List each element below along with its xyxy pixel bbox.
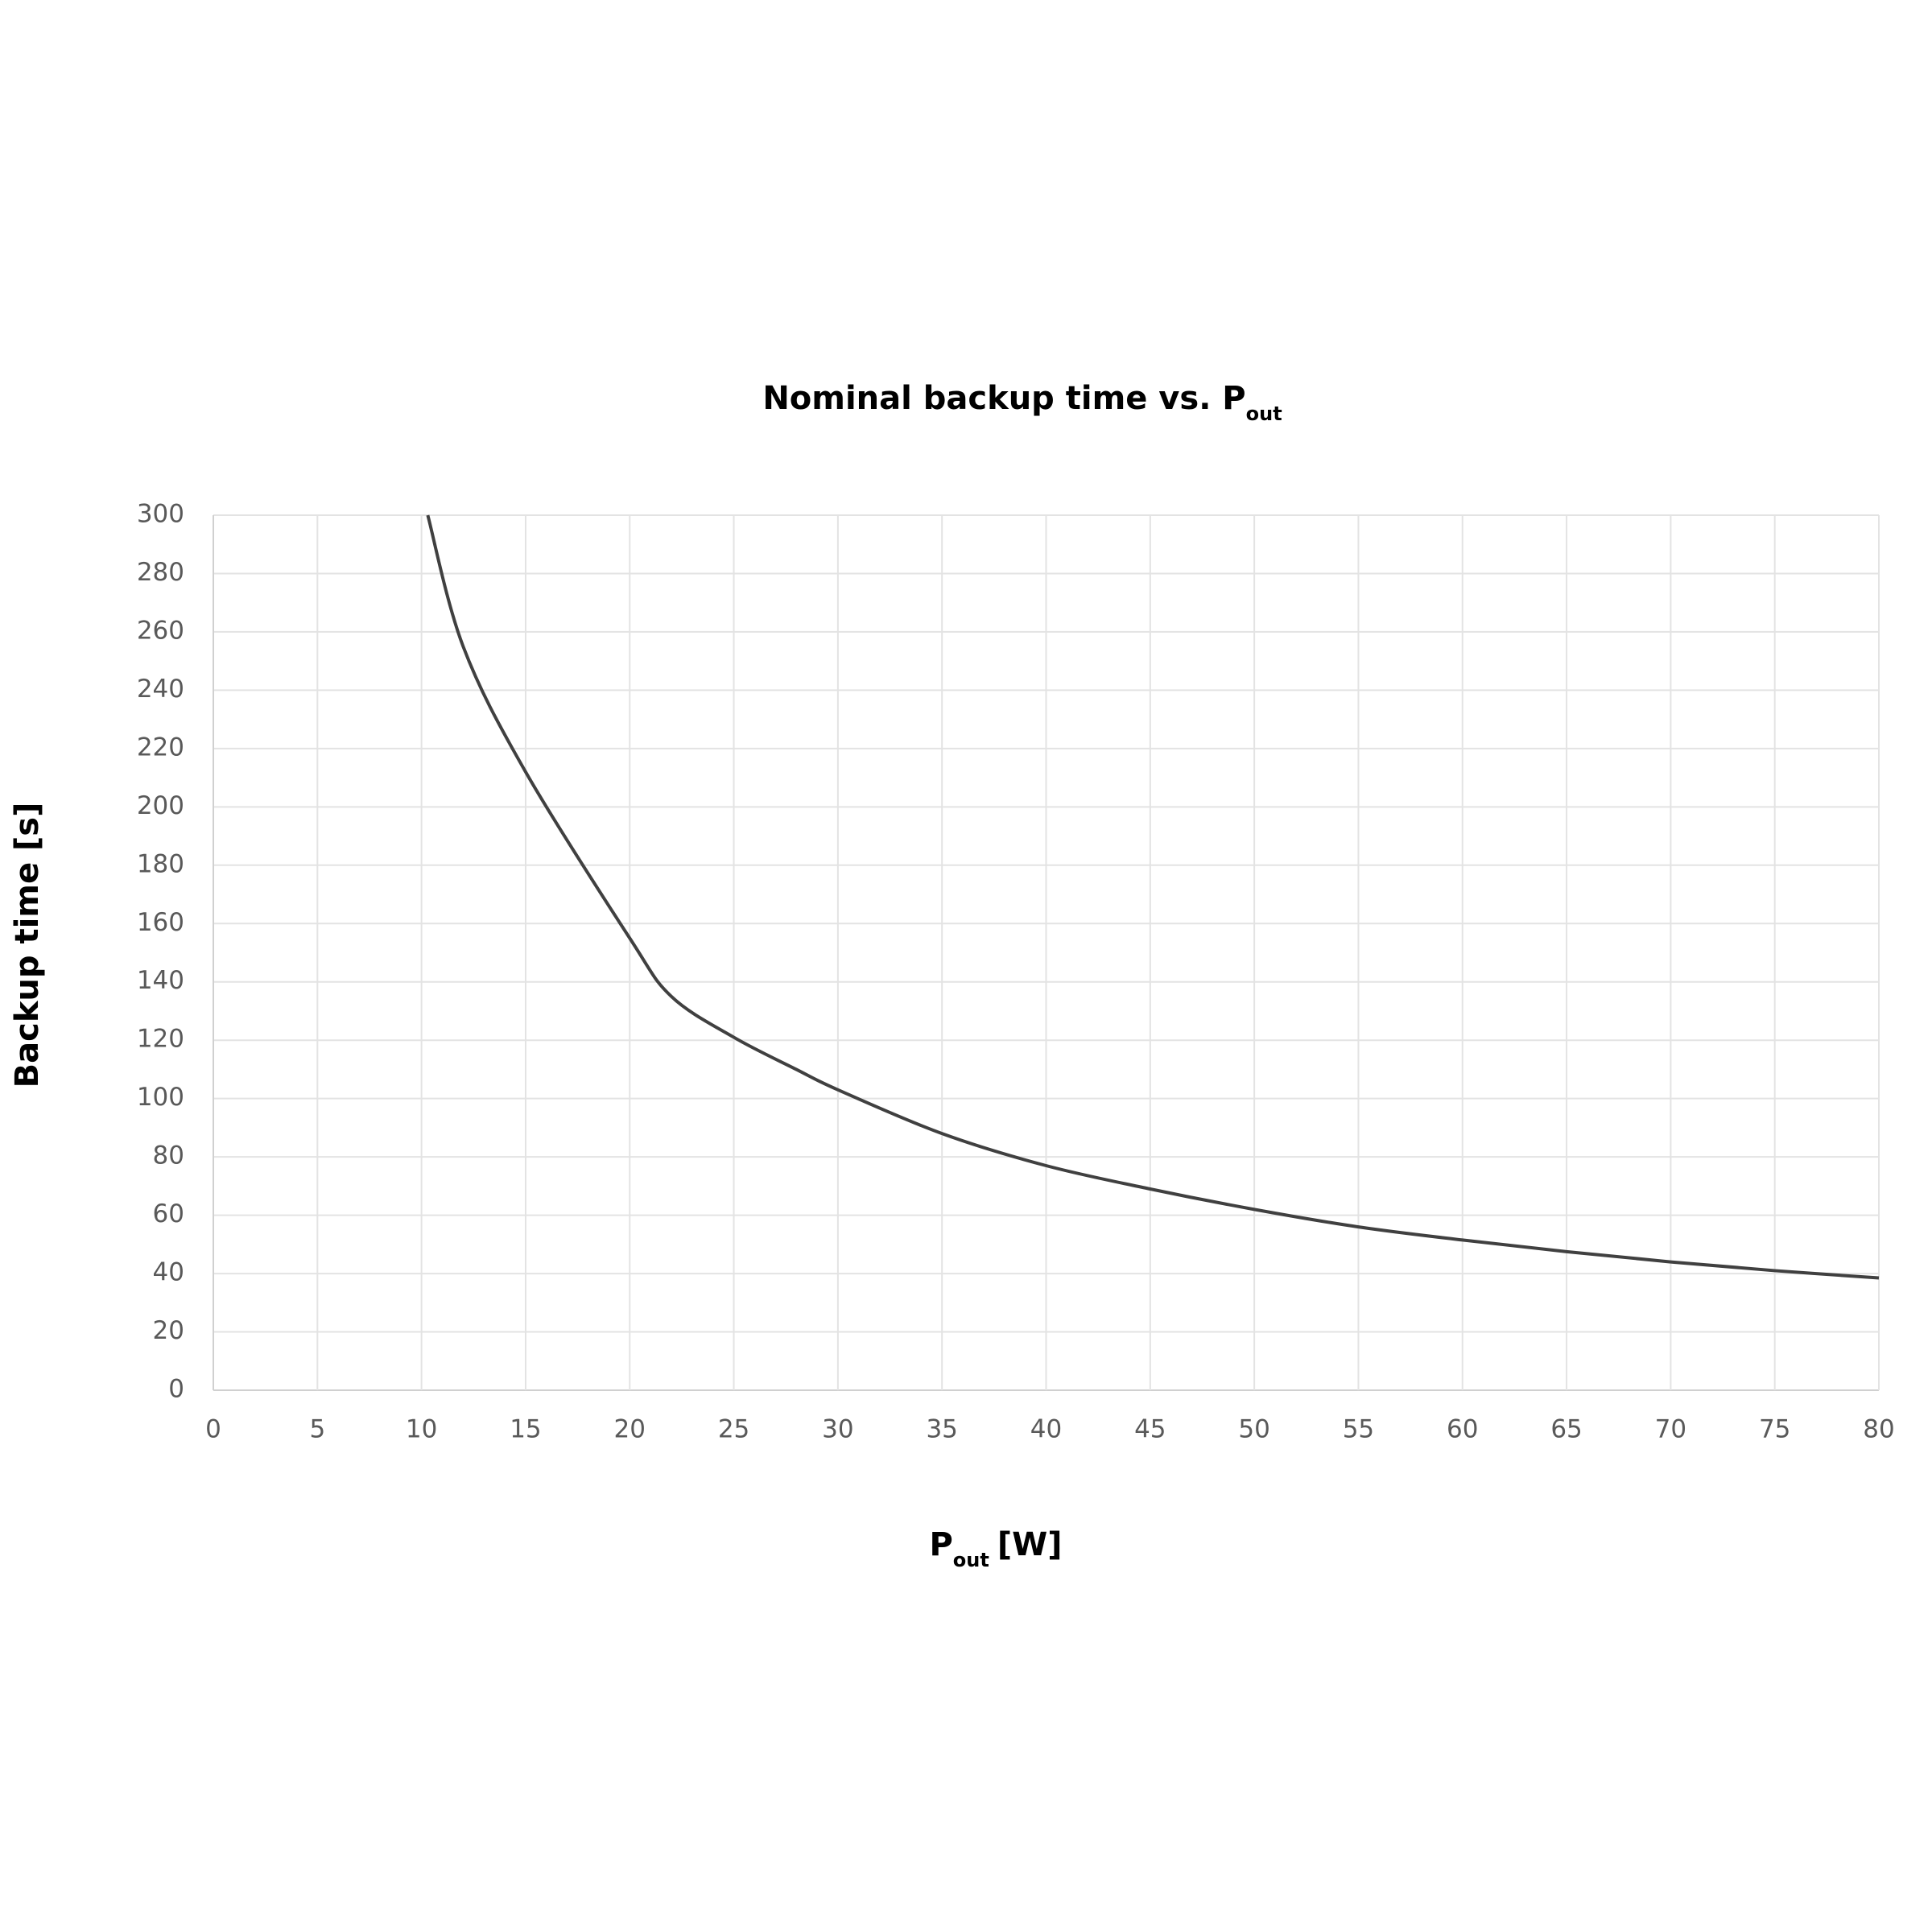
y-tick-label: 120 [137, 1025, 184, 1054]
x-axis-title: Pout [W] [929, 1526, 1062, 1571]
x-tick-label: 65 [1550, 1415, 1582, 1444]
y-tick-label: 60 [153, 1199, 184, 1228]
y-tick-label: 260 [137, 616, 184, 645]
y-tick-label: 160 [137, 908, 184, 937]
y-tick-label: 220 [137, 733, 184, 762]
x-tick-label: 55 [1343, 1415, 1374, 1444]
x-tick-label: 35 [926, 1415, 957, 1444]
x-tick-label: 50 [1238, 1415, 1269, 1444]
x-axis-title-suffix: [W] [997, 1526, 1063, 1563]
x-axis-title-text: P [929, 1526, 952, 1563]
x-tick-label: 40 [1030, 1415, 1062, 1444]
y-axis-title: Backup time [s] [9, 803, 46, 1088]
title-text: Nominal backup time vs. P [762, 380, 1245, 417]
title-subscript: out [1246, 402, 1282, 425]
y-tick-label: 200 [137, 791, 184, 820]
y-tick-label: 20 [153, 1316, 184, 1345]
x-tick-label: 20 [614, 1415, 646, 1444]
y-tick-label: 280 [137, 558, 184, 587]
x-tick-label: 25 [718, 1415, 749, 1444]
y-tick-label: 140 [137, 966, 184, 995]
y-tick-label: 0 [168, 1375, 184, 1404]
x-tick-label: 10 [406, 1415, 437, 1444]
x-tick-label: 75 [1759, 1415, 1790, 1444]
x-tick-label: 30 [822, 1415, 853, 1444]
x-tick-label: 0 [205, 1415, 221, 1444]
x-tick-label: 80 [1863, 1415, 1894, 1444]
x-tick-label: 45 [1134, 1415, 1166, 1444]
y-tick-label: 100 [137, 1083, 184, 1112]
x-tick-label: 60 [1447, 1415, 1478, 1444]
chart-title: Nominal backup time vs. Pout [762, 380, 1282, 425]
x-axis-title-subscript: out [953, 1549, 989, 1571]
x-tick-label: 70 [1655, 1415, 1686, 1444]
x-tick-label: 15 [510, 1415, 541, 1444]
line [426, 514, 1880, 1280]
y-tick-label: 300 [137, 500, 184, 529]
y-tick-label: 240 [137, 675, 184, 704]
x-tick-label: 5 [309, 1415, 325, 1444]
y-tick-label: 80 [153, 1141, 184, 1170]
y-tick-label: 180 [137, 849, 184, 878]
y-tick-label: 40 [153, 1258, 184, 1287]
